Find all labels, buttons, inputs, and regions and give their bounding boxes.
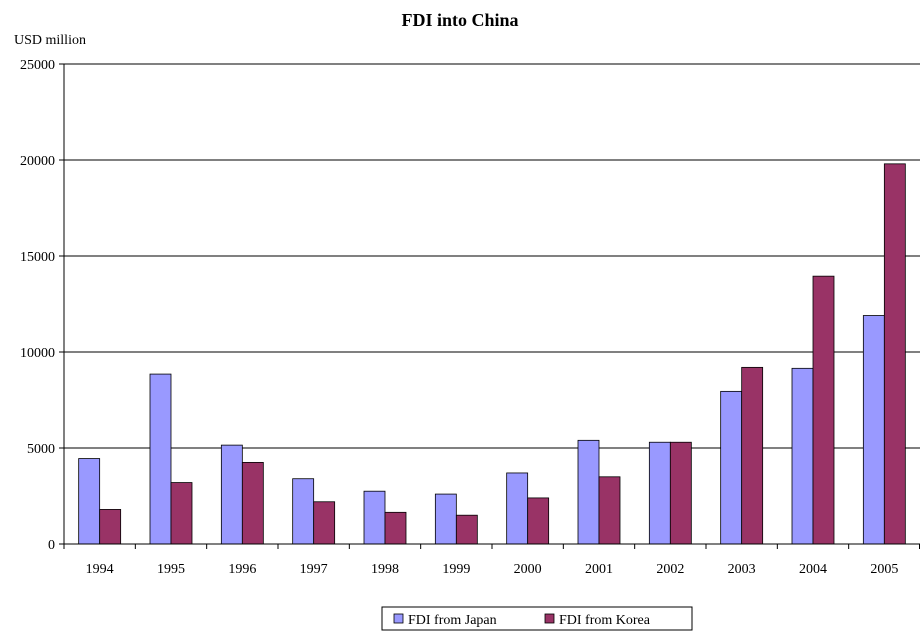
x-tick-label: 2002	[656, 562, 684, 577]
bar-japan-2004	[791, 367, 814, 545]
bar-korea-1995	[170, 482, 193, 545]
y-axis-label: USD million	[14, 33, 86, 48]
bar-japan-1997	[292, 478, 315, 545]
bar-korea-2005	[883, 163, 906, 545]
x-tick-label: 1998	[371, 562, 399, 577]
y-tick-label: 25000	[20, 58, 55, 73]
x-tick-labels: 1994 1995 1996 1997 1998 1999 2000 2001 2002 2003…	[86, 562, 899, 577]
y-tick-label: 10000	[20, 346, 55, 361]
legend-swatch-japan	[393, 613, 404, 624]
bar-japan-1994	[78, 458, 101, 545]
bar-korea-2002	[669, 441, 692, 545]
legend-swatch-korea	[544, 613, 555, 624]
bar-korea-1998	[384, 511, 407, 545]
y-tick-label: 15000	[20, 250, 55, 265]
bars	[78, 163, 906, 545]
chart-title: FDI into China	[401, 10, 518, 30]
x-tick-label: 1999	[442, 562, 470, 577]
gridlines	[64, 63, 920, 449]
axes	[59, 63, 920, 549]
bar-japan-1996	[220, 444, 243, 545]
bar-japan-1999	[434, 493, 457, 545]
bar-korea-2001	[598, 476, 621, 545]
bar-japan-1995	[149, 373, 172, 545]
y-tick-label: 20000	[20, 154, 55, 169]
x-tick-label: 2000	[514, 562, 542, 577]
bar-korea-1997	[313, 501, 336, 545]
bar-korea-1994	[99, 509, 122, 545]
x-tick-label: 1995	[157, 562, 185, 577]
bar-japan-2000	[506, 472, 529, 545]
bar-korea-2004	[812, 275, 835, 545]
legend-label-japan: FDI from Japan	[408, 613, 497, 628]
x-tick-label: 2004	[799, 562, 827, 577]
x-tick-label: 2003	[728, 562, 756, 577]
legend-label-korea: FDI from Korea	[559, 613, 651, 628]
x-tick-label: 1996	[228, 562, 256, 577]
bar-japan-2002	[648, 441, 671, 545]
legend-box	[381, 606, 693, 631]
bar-japan-2005	[862, 315, 885, 545]
bar-japan-2001	[577, 439, 600, 545]
x-tick-label: 1997	[300, 562, 328, 577]
bar-japan-2003	[720, 390, 743, 545]
legend: FDI from Japan FDI from Korea	[381, 606, 693, 631]
y-tick-label: 5000	[27, 442, 55, 457]
bar-korea-2000	[527, 497, 550, 545]
bar-korea-1996	[241, 461, 264, 545]
y-tick-label: 0	[48, 538, 55, 553]
bar-korea-1999	[455, 514, 478, 545]
x-tick-label: 1994	[86, 562, 114, 577]
bar-korea-2003	[741, 366, 764, 545]
x-tick-label: 2001	[585, 562, 613, 577]
x-tick-label: 2005	[870, 562, 898, 577]
y-tick-labels: 0 5000 10000 15000 20000 25000	[20, 58, 55, 553]
bar-japan-1998	[363, 490, 386, 545]
